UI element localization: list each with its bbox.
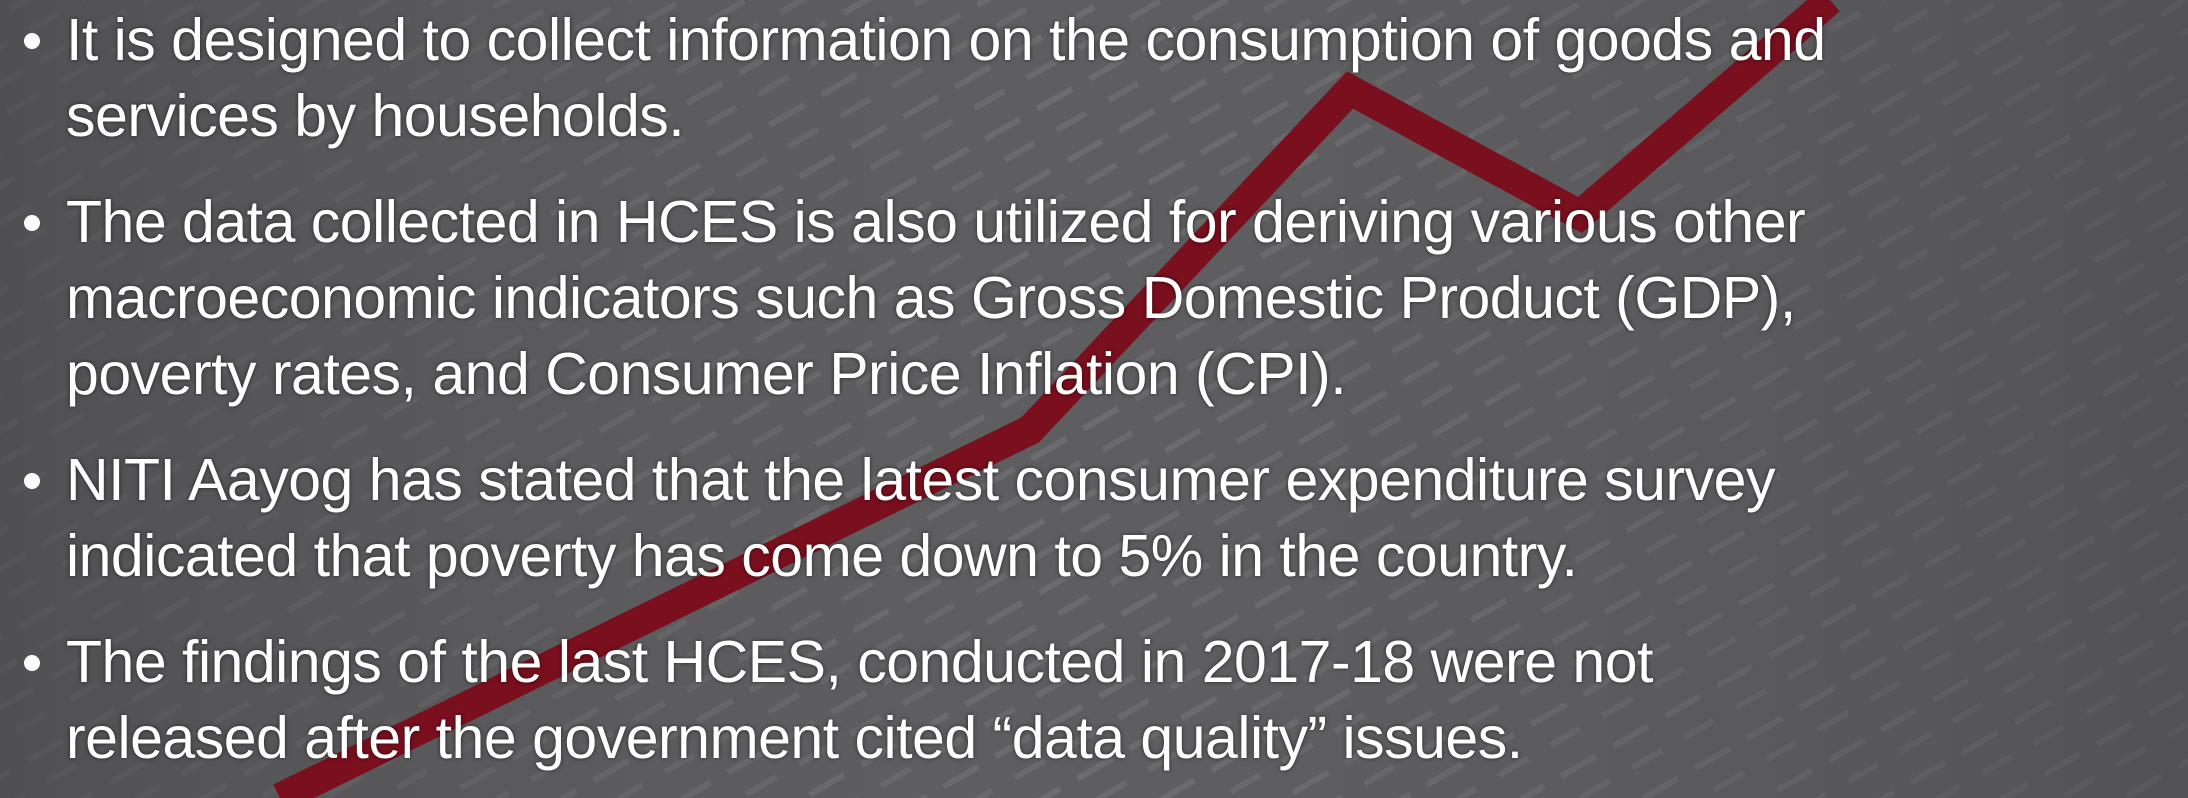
bullet-item: The data collected in HCES is also utili…: [18, 184, 2178, 412]
bullet-item: The findings of the last HCES, conducted…: [18, 624, 2178, 776]
bullet-text: poverty rates, and Consumer Price Inflat…: [66, 336, 2178, 412]
bullet-dot: [24, 215, 40, 231]
bullet-dot: [24, 655, 40, 671]
bullet-dot: [24, 33, 40, 49]
bullet-text: The findings of the last HCES, conducted…: [66, 624, 2178, 700]
bullet-item: NITI Aayog has stated that the latest co…: [18, 442, 2178, 594]
bullet-text: It is designed to collect information on…: [66, 2, 2178, 78]
bullet-text: macroeconomic indicators such as Gross D…: [66, 260, 2178, 336]
bullet-text: The data collected in HCES is also utili…: [66, 184, 2178, 260]
bullet-text: indicated that poverty has come down to …: [66, 518, 2178, 594]
page: {"bullets": [ {"lines": ["It is designed…: [0, 0, 2188, 798]
bullet-dot: [24, 473, 40, 489]
bullet-list: It is designed to collect information on…: [18, 2, 2178, 798]
bullet-item: It is designed to collect information on…: [18, 2, 2178, 154]
bullet-text: NITI Aayog has stated that the latest co…: [66, 442, 2178, 518]
bullet-text: released after the government cited “dat…: [66, 700, 2178, 776]
bullet-text: services by households.: [66, 78, 2178, 154]
slide: It is designed to collect information on…: [0, 0, 2188, 798]
